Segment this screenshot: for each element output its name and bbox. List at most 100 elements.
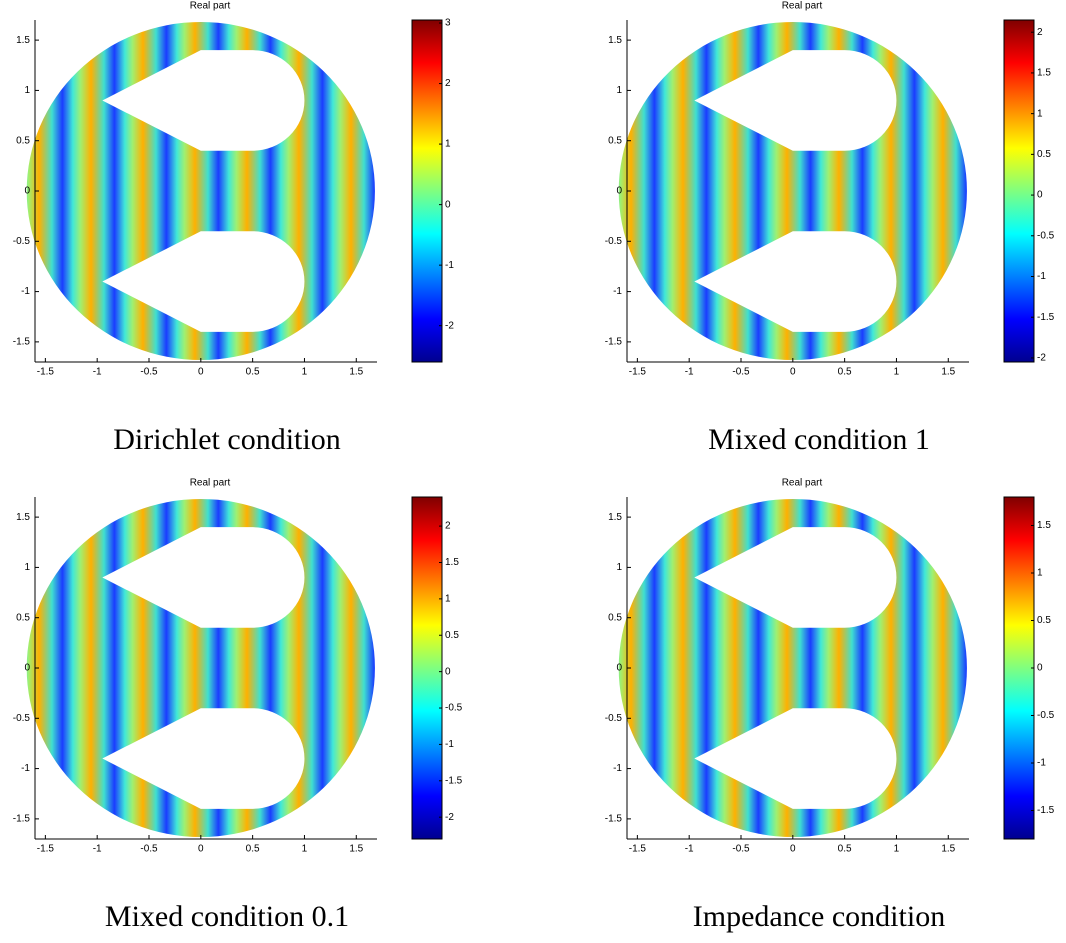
- colorbar: [411, 496, 443, 840]
- y-tick-label: -1.5: [605, 337, 623, 348]
- colorbar-tick-label: 0.5: [1037, 615, 1051, 626]
- colorbar-tick-label: -0.5: [1037, 710, 1055, 721]
- y-tick-label: 1: [616, 85, 622, 96]
- colorbar-tick-label: 0: [1037, 190, 1043, 201]
- colorbar-tick-label: 1: [445, 139, 451, 150]
- y-tick-label: -0.5: [13, 713, 31, 724]
- x-tick-label: 0.5: [246, 367, 260, 378]
- y-tick-label: 0.5: [16, 135, 30, 146]
- y-tick-label: 1.5: [608, 512, 622, 523]
- y-tick-label: 0: [616, 663, 622, 674]
- field: [26, 21, 375, 361]
- colorbar-tick-label: 1: [1037, 108, 1043, 119]
- caption: Mixed condition 1: [708, 423, 930, 456]
- colorbar-tick-label: -1: [445, 260, 454, 271]
- y-tick-label: 1.5: [16, 512, 30, 523]
- x-tick-label: 0: [198, 844, 204, 855]
- colorbar-tick-label: -1: [1037, 758, 1046, 769]
- x-tick-label: -1: [93, 844, 102, 855]
- colorbar-tick-label: -2: [445, 812, 454, 823]
- field: [618, 21, 967, 361]
- panel: Real part -1.5 -1 -0.5 0 0.5 1 1.5 -1.5 -1 -0.5 0 0.…: [605, 1, 1055, 456]
- colorbar-tick-label: 1: [445, 594, 451, 605]
- x-tick-label: 0.5: [838, 844, 852, 855]
- x-tick-label: -0.5: [732, 367, 750, 378]
- y-tick-label: 1: [24, 85, 30, 96]
- caption: Dirichlet condition: [113, 423, 340, 456]
- colorbar-tick-label: 1.5: [445, 557, 459, 568]
- y-tick-label: -1: [21, 763, 30, 774]
- y-tick-label: -0.5: [13, 236, 31, 247]
- x-tick-label: -1: [685, 844, 694, 855]
- y-tick-label: 0: [616, 186, 622, 197]
- y-tick-label: 0: [24, 186, 30, 197]
- colorbar-tick-label: 2: [445, 521, 451, 532]
- x-tick-label: -1.5: [629, 844, 647, 855]
- x-tick-label: 1.5: [941, 367, 955, 378]
- panel-title: Real part: [782, 478, 823, 489]
- colorbar-tick-label: -1.5: [1037, 805, 1055, 816]
- colorbar-tick-label: -1: [1037, 271, 1046, 282]
- colorbar-tick-label: -1.5: [1037, 312, 1055, 323]
- x-tick-label: 0: [198, 367, 204, 378]
- colorbar-tick-label: -2: [1037, 353, 1046, 364]
- x-tick-label: 1.5: [349, 844, 363, 855]
- x-tick-label: -1: [685, 367, 694, 378]
- x-tick-label: 1: [302, 367, 308, 378]
- colorbar-tick-label: 0: [1037, 663, 1043, 674]
- panel-title: Real part: [782, 1, 823, 12]
- y-tick-label: -1: [21, 286, 30, 297]
- x-tick-label: -0.5: [140, 844, 158, 855]
- colorbar-tick-label: 0.5: [445, 630, 459, 641]
- x-tick-label: -1.5: [37, 367, 55, 378]
- y-tick-label: 0: [24, 663, 30, 674]
- y-tick-label: -1.5: [13, 814, 31, 825]
- colorbar-tick-label: 1.5: [1037, 520, 1051, 531]
- colorbar-tick-label: 2: [1037, 27, 1043, 38]
- field: [618, 498, 967, 838]
- x-tick-label: 1: [894, 844, 900, 855]
- y-tick-label: 0.5: [16, 612, 30, 623]
- y-tick-label: -1.5: [13, 337, 31, 348]
- x-tick-label: 0: [790, 844, 796, 855]
- caption: Impedance condition: [693, 900, 945, 933]
- x-tick-label: -1.5: [37, 844, 55, 855]
- colorbar-tick-label: -2: [445, 320, 454, 331]
- x-tick-label: 1.5: [941, 844, 955, 855]
- colorbar: [1003, 496, 1035, 840]
- x-tick-label: -1: [93, 367, 102, 378]
- colorbar-tick-label: -1.5: [445, 775, 463, 786]
- y-tick-label: 1.5: [608, 35, 622, 46]
- panel: Real part -1.5 -1 -0.5 0 0.5 1 1.5 -1.5 -1 -0.5 0 0.…: [13, 1, 455, 456]
- x-tick-label: 0: [790, 367, 796, 378]
- y-tick-label: 1.5: [16, 35, 30, 46]
- y-tick-label: -1: [613, 286, 622, 297]
- y-tick-label: 0.5: [608, 135, 622, 146]
- panel: Real part -1.5 -1 -0.5 0 0.5 1 1.5 -1.5 -1 -0.5 0 0.…: [13, 478, 463, 933]
- colorbar: [411, 19, 443, 363]
- x-tick-label: 0.5: [246, 844, 260, 855]
- caption: Mixed condition 0.1: [105, 900, 349, 933]
- y-tick-label: 0.5: [608, 612, 622, 623]
- panel-title: Real part: [190, 478, 231, 489]
- x-tick-label: -0.5: [732, 844, 750, 855]
- field: [26, 498, 375, 838]
- x-tick-label: 1.5: [349, 367, 363, 378]
- colorbar-tick-label: -0.5: [445, 703, 463, 714]
- y-tick-label: -0.5: [605, 713, 623, 724]
- y-tick-label: -1: [613, 763, 622, 774]
- x-tick-label: -0.5: [140, 367, 158, 378]
- x-tick-label: 1: [302, 844, 308, 855]
- x-tick-label: -1.5: [629, 367, 647, 378]
- colorbar-tick-label: 3: [445, 18, 451, 29]
- x-tick-label: 1: [894, 367, 900, 378]
- colorbar-tick-label: -1: [445, 739, 454, 750]
- panel: Real part -1.5 -1 -0.5 0 0.5 1 1.5 -1.5 -1 -0.5 0 0.…: [605, 478, 1055, 933]
- colorbar-tick-label: 2: [445, 78, 451, 89]
- panel-title: Real part: [190, 1, 231, 12]
- y-tick-label: -1.5: [605, 814, 623, 825]
- colorbar-tick-label: -0.5: [1037, 230, 1055, 241]
- y-tick-label: -0.5: [605, 236, 623, 247]
- y-tick-label: 1: [24, 562, 30, 573]
